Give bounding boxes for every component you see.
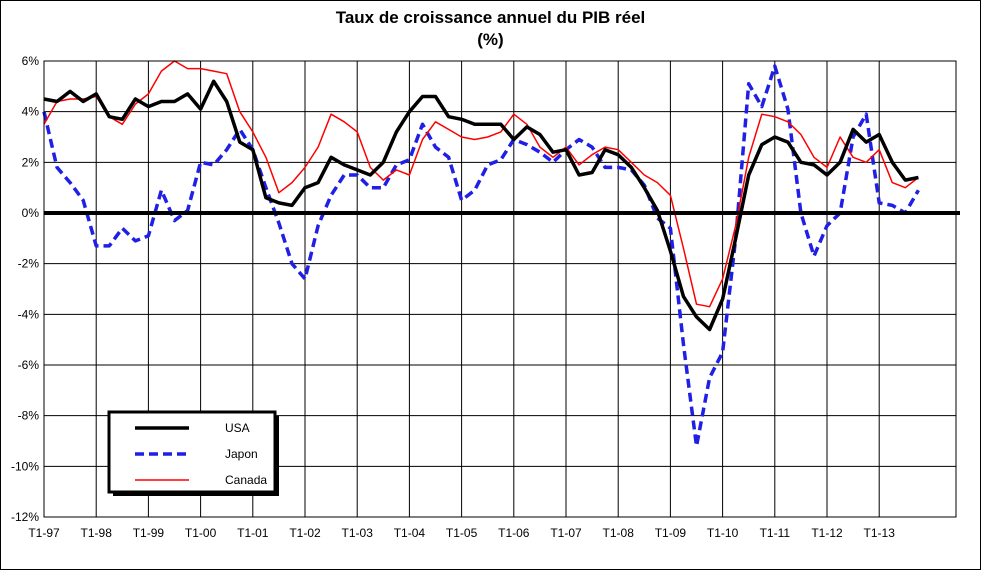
legend-box	[107, 410, 277, 494]
series-line-japon	[42, 64, 920, 448]
x-tick-label: T1-97	[28, 526, 60, 540]
x-tick-label: T1-04	[394, 526, 426, 540]
y-tick-label: -10%	[11, 459, 39, 473]
legend-label-usa: USA	[225, 421, 250, 435]
x-tick-label: T1-09	[655, 526, 687, 540]
legend-label-japon: Japon	[225, 447, 258, 461]
chart-title: Taux de croissance annuel du PIB réel	[335, 8, 646, 27]
x-tick-label: T1-05	[446, 526, 478, 540]
x-tick-label: T1-06	[498, 526, 530, 540]
y-tick-label: -8%	[18, 409, 40, 423]
x-tick-label: T1-03	[342, 526, 374, 540]
y-tick-label: -12%	[11, 510, 39, 524]
y-tick-label: 4%	[22, 105, 40, 119]
x-tick-label: T1-01	[237, 526, 269, 540]
series-line-canada	[43, 60, 919, 308]
y-tick-label: -6%	[18, 358, 40, 372]
x-tick-label: T1-12	[811, 526, 843, 540]
series-lines	[42, 60, 920, 448]
x-tick-label: T1-98	[81, 526, 113, 540]
x-tick-label: T1-13	[864, 526, 896, 540]
x-tick-label: T1-07	[550, 526, 582, 540]
x-tick-label: T1-00	[185, 526, 217, 540]
legend: USA Japon Canada	[107, 410, 279, 496]
x-axis-ticks: T1-97 T1-98 T1-99 T1-00 T1-01 T1-02 T1-03 T1-04…	[28, 526, 895, 540]
chart-subtitle: (%)	[477, 30, 504, 49]
y-tick-label: 0%	[22, 206, 40, 220]
y-axis-ticks: 6% 4% 2% 0% -2% -4% -6% -8% -10% -12%	[11, 54, 39, 524]
x-tick-label: T1-99	[133, 526, 165, 540]
x-tick-label: T1-08	[603, 526, 635, 540]
y-tick-label: 6%	[22, 54, 40, 68]
legend-label-canada: Canada	[225, 473, 267, 487]
plot-area-border	[43, 60, 957, 518]
y-tick-label: -4%	[18, 307, 40, 321]
series-line-usa	[43, 79, 919, 332]
x-tick-label: T1-02	[289, 526, 321, 540]
x-tick-label: T1-10	[707, 526, 739, 540]
x-tick-label: T1-11	[760, 526, 791, 540]
y-tick-label: -2%	[18, 257, 40, 271]
y-tick-label: 2%	[22, 155, 40, 169]
